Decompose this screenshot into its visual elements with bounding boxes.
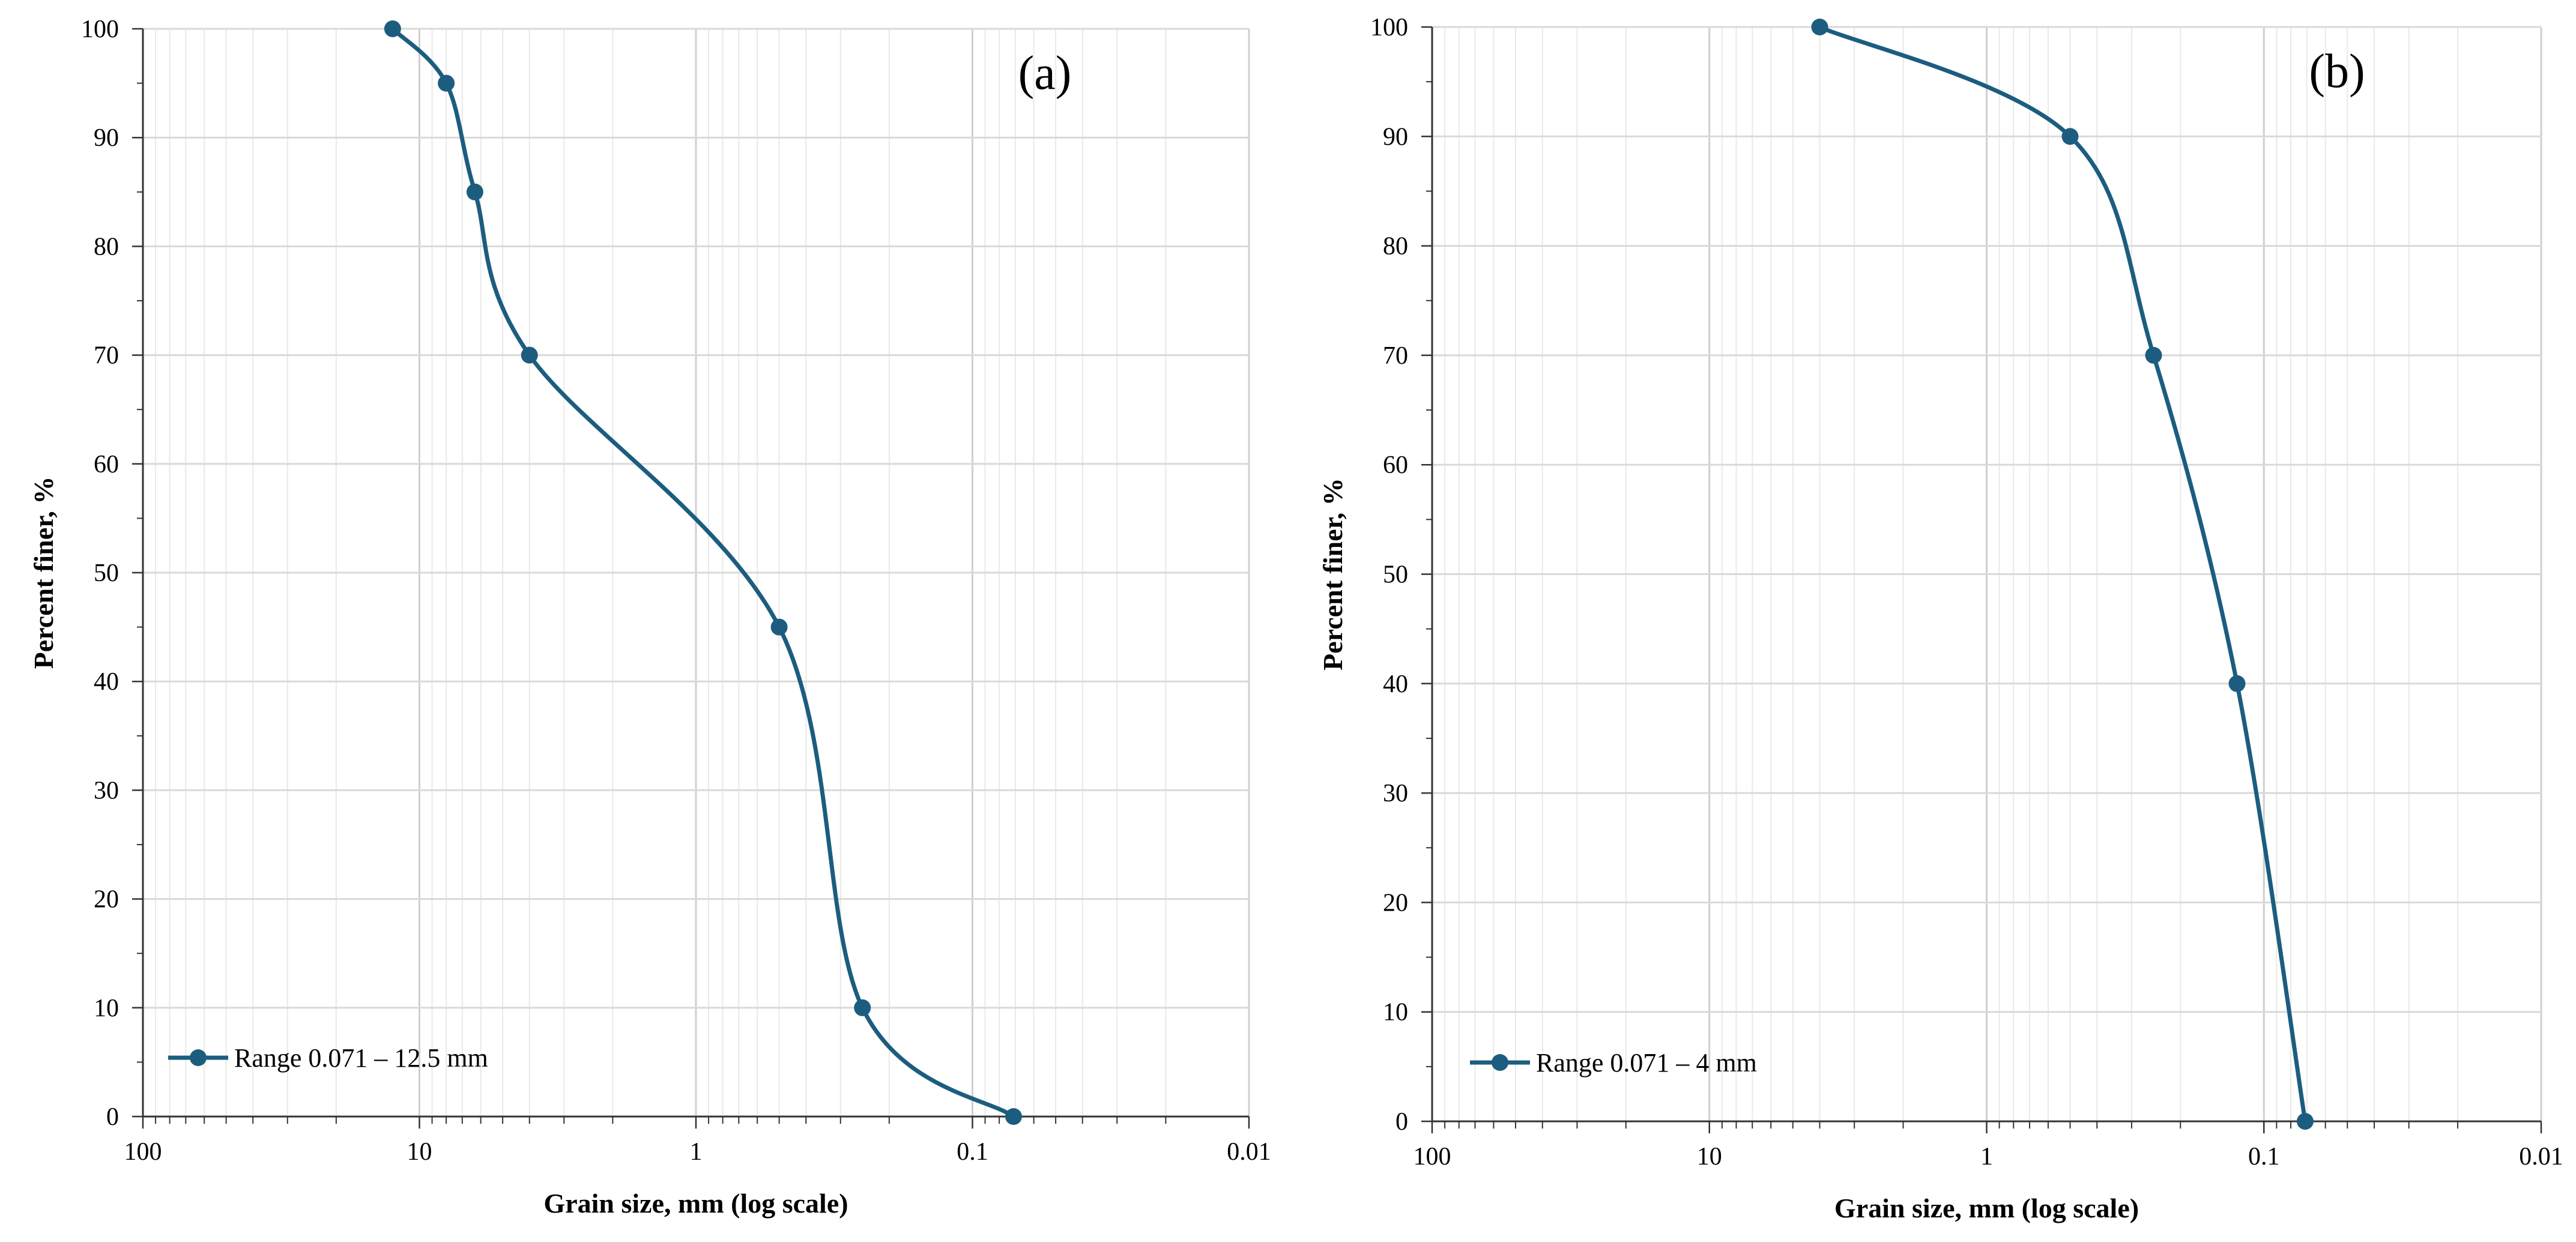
data-point [384, 20, 401, 37]
data-point [1811, 19, 1828, 35]
x-tick-label: 1 [1980, 1143, 1993, 1171]
y-tick-label: 80 [94, 233, 119, 261]
y-axis-title: Percent finer, % [1317, 478, 1348, 671]
y-tick-label: 80 [1383, 233, 1408, 261]
data-point [466, 183, 483, 200]
panel-label: (b) [2309, 45, 2365, 98]
y-tick-label: 50 [1383, 561, 1408, 589]
data-point [770, 618, 788, 636]
y-axis-title: Percent finer, % [28, 477, 59, 669]
legend-label: Range 0.071 – 12.5 mm [234, 1043, 488, 1073]
x-tick-label: 0.01 [1227, 1138, 1271, 1166]
chart-panel-1: 0 10 20 30 40 50 60 70 80 90 100 100 10 1 0.1 0.01 Grain… [28, 16, 1271, 1219]
y-tick-label: 50 [94, 559, 119, 587]
legend-label: Range 0.071 – 4 mm [1536, 1048, 1757, 1078]
y-tick-label: 0 [1395, 1108, 1408, 1136]
data-point [1005, 1108, 1022, 1125]
x-tick-label: 1 [690, 1138, 703, 1166]
x-axis-title: Grain size, mm (log scale) [1834, 1193, 2139, 1223]
panel-label: (a) [1018, 47, 1072, 100]
data-point [2145, 346, 2162, 364]
x-tick-label: 100 [124, 1138, 162, 1166]
x-tick-label: 0.1 [2248, 1143, 2280, 1171]
x-tick-label: 100 [1413, 1143, 1451, 1171]
y-tick-label: 40 [94, 668, 119, 696]
x-tick-label: 0.01 [2519, 1143, 2563, 1171]
x-tick-label: 10 [407, 1138, 432, 1166]
data-point [2061, 128, 2079, 145]
y-tick-label: 0 [106, 1103, 119, 1131]
y-tick-label: 10 [94, 995, 119, 1022]
data-point [521, 346, 538, 364]
x-tick-label: 0.1 [957, 1138, 988, 1166]
y-tick-label: 20 [1383, 889, 1408, 917]
x-tick-label: 10 [1697, 1143, 1722, 1171]
y-tick-label: 70 [1383, 342, 1408, 370]
data-point [2296, 1113, 2314, 1130]
y-tick-label: 60 [1383, 451, 1408, 479]
y-tick-label: 100 [1370, 14, 1408, 41]
chart-panel-2: 0 10 20 30 40 50 60 70 80 90 100 100 10 1 0.1 0.01 Grain… [1317, 14, 2563, 1223]
y-tick-label: 20 [94, 886, 119, 914]
data-point [854, 999, 871, 1016]
legend-marker [1492, 1054, 1508, 1071]
legend-marker [190, 1049, 207, 1066]
y-tick-label: 30 [1383, 780, 1408, 807]
data-point [2228, 675, 2246, 692]
y-tick-label: 90 [94, 124, 119, 152]
y-tick-label: 100 [81, 16, 119, 43]
series-line [1818, 25, 2308, 1124]
y-tick-label: 30 [94, 777, 119, 804]
y-tick-label: 60 [94, 451, 119, 478]
y-tick-label: 70 [94, 342, 119, 370]
data-point [438, 74, 455, 92]
y-tick-label: 90 [1383, 123, 1408, 151]
y-tick-label: 10 [1383, 999, 1408, 1026]
y-tick-label: 40 [1383, 671, 1408, 698]
x-axis-title: Grain size, mm (log scale) [543, 1188, 848, 1219]
